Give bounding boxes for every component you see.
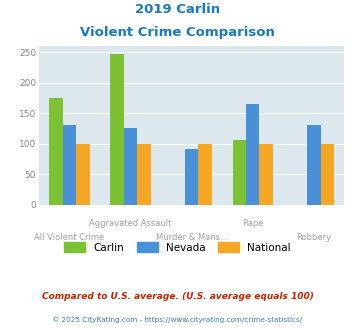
Bar	[198, 144, 212, 205]
Text: Compared to U.S. average. (U.S. average equals 100): Compared to U.S. average. (U.S. average …	[42, 292, 313, 301]
Bar	[260, 144, 273, 205]
Text: Aggravated Assault: Aggravated Assault	[89, 219, 172, 228]
Bar	[63, 125, 76, 205]
Bar	[185, 148, 198, 205]
Text: Violent Crime Comparison: Violent Crime Comparison	[80, 26, 275, 39]
Bar	[307, 125, 321, 205]
Bar	[246, 104, 260, 205]
Text: © 2025 CityRating.com - https://www.cityrating.com/crime-statistics/: © 2025 CityRating.com - https://www.city…	[53, 317, 302, 323]
Bar	[76, 144, 90, 205]
Bar	[110, 53, 124, 205]
Bar	[233, 140, 246, 205]
Bar	[137, 144, 151, 205]
Legend: Carlin, Nevada, National: Carlin, Nevada, National	[60, 238, 295, 257]
Bar	[321, 144, 334, 205]
Bar	[124, 128, 137, 205]
Text: Rape: Rape	[242, 219, 263, 228]
Text: All Violent Crime: All Violent Crime	[34, 233, 105, 242]
Text: 2019 Carlin: 2019 Carlin	[135, 3, 220, 16]
Bar	[49, 98, 63, 205]
Text: Robbery: Robbery	[296, 233, 331, 242]
Text: Murder & Mans...: Murder & Mans...	[156, 233, 228, 242]
